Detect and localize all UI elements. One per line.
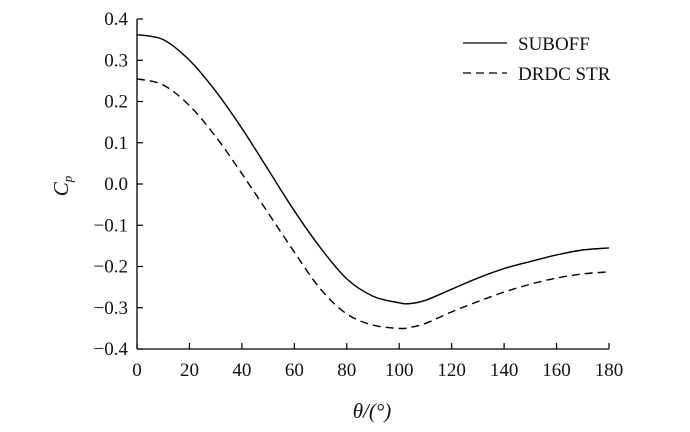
y-tick-label: 0.2 xyxy=(104,92,128,113)
y-tick-label: −0.2 xyxy=(94,257,128,278)
y-tick-label: −0.4 xyxy=(94,339,129,360)
y-tick-label: 0.3 xyxy=(104,50,128,71)
x-tick-label: 180 xyxy=(595,360,624,381)
x-tick-label: 100 xyxy=(385,360,414,381)
y-tick-label: 0.1 xyxy=(104,133,128,154)
y-axis-title: Cp xyxy=(49,175,75,196)
x-tick-label: 40 xyxy=(232,360,251,381)
y-axis-title-sub: p xyxy=(60,175,75,183)
y-tick-label: −0.1 xyxy=(94,215,128,236)
x-tick-label: 140 xyxy=(490,360,519,381)
y-tick-label: 0.4 xyxy=(104,9,128,30)
legend: SUBOFF DRDC STR xyxy=(463,34,611,85)
legend-label-drdc-str: DRDC STR xyxy=(518,64,611,85)
x-axis-title: θ/(°) xyxy=(353,399,392,423)
series-layer xyxy=(136,33,610,330)
x-tick-label: 160 xyxy=(542,360,571,381)
x-axis-ticks: 0 20 40 60 80 100 120 140 160 180 xyxy=(132,343,623,381)
series-line-suboff xyxy=(136,33,610,305)
y-axis-title-main: C xyxy=(49,181,73,196)
x-tick-label: 0 xyxy=(132,360,142,381)
y-tick-label: 0.0 xyxy=(104,174,128,195)
legend-label-suboff: SUBOFF xyxy=(518,34,590,55)
x-tick-label: 80 xyxy=(337,360,356,381)
y-tick-label: −0.3 xyxy=(94,298,128,319)
x-tick-label: 60 xyxy=(285,360,304,381)
x-tick-label: 120 xyxy=(437,360,466,381)
x-tick-label: 20 xyxy=(180,360,199,381)
y-axis-ticks: 0.4 0.3 0.2 0.1 0.0 −0.1 −0.2 −0.3 −0.4 xyxy=(94,9,143,360)
series-line-drdc-str xyxy=(136,78,610,330)
